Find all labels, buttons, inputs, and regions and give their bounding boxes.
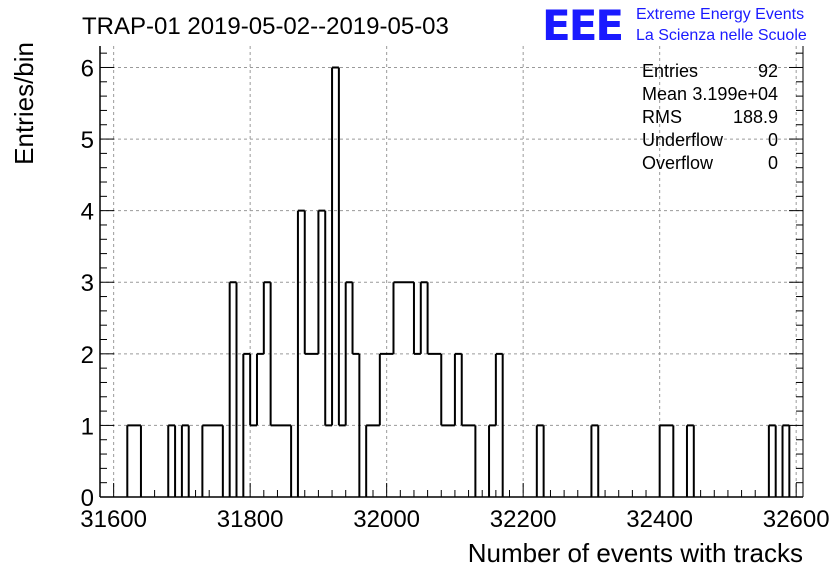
histogram-bin — [428, 354, 435, 497]
stats-label: Overflow — [642, 153, 714, 173]
stats-label: RMS — [642, 107, 682, 127]
axes — [99, 46, 804, 498]
histogram-bin — [298, 211, 305, 497]
eee-logo: EEE Extreme Energy Events La Scienza nel… — [542, 1, 807, 50]
histogram-bin — [462, 425, 469, 497]
x-tick-label: 32200 — [490, 506, 557, 533]
histogram-bin — [769, 425, 776, 497]
histogram-bin — [380, 354, 387, 497]
x-axis-label: Number of events with tracks — [468, 538, 803, 568]
histogram-bin — [339, 425, 346, 497]
histogram-bin — [346, 282, 353, 497]
stats-value: 3.199e+04 — [692, 84, 778, 104]
y-tick-label: 5 — [81, 127, 94, 154]
histogram-bin — [277, 425, 284, 497]
histogram-bin — [660, 425, 667, 497]
y-tick-label: 4 — [81, 199, 94, 226]
histogram-bin — [312, 354, 319, 497]
histogram-bin — [421, 282, 428, 497]
x-tick-label: 31600 — [80, 506, 147, 533]
histogram-bin — [414, 354, 421, 497]
y-tick-label: 2 — [81, 342, 94, 369]
stats-label: Mean — [642, 84, 687, 104]
histogram-bin — [284, 425, 291, 497]
y-tick-label: 3 — [81, 270, 94, 297]
histogram-bin — [325, 425, 332, 497]
y-tick-label: 1 — [81, 413, 94, 440]
x-tick-label: 31800 — [217, 506, 284, 533]
histogram-bin — [250, 425, 257, 497]
histogram-bin — [182, 425, 189, 497]
histogram-series — [126, 66, 791, 497]
stats-box: Entries 92 Mean 3.199e+04 RMS 188.9 Underflow 0… — [642, 61, 778, 173]
histogram-bin — [687, 425, 694, 497]
histogram-bin — [353, 354, 360, 497]
histogram-bin — [387, 354, 394, 497]
stats-value: 92 — [758, 61, 778, 81]
histogram-bin — [393, 282, 400, 497]
histogram-bin — [489, 425, 496, 497]
histogram-bin — [400, 282, 407, 497]
stats-label: Entries — [642, 61, 698, 81]
eee-logo-line1: Extreme Energy Events — [636, 6, 804, 23]
histogram-bin — [366, 425, 373, 497]
x-tick-label: 32400 — [626, 506, 693, 533]
x-tick-label: 32000 — [353, 506, 420, 533]
x-tick-label: 32600 — [763, 506, 830, 533]
chart-title: TRAP-01 2019-05-02--2019-05-03 — [82, 13, 449, 40]
histogram-bin — [666, 425, 673, 497]
histogram-bin — [209, 425, 216, 497]
histogram-bin — [168, 425, 175, 497]
histogram-bin — [216, 425, 223, 497]
histogram-bin — [407, 282, 414, 497]
histogram-bin — [257, 354, 264, 497]
histogram-bin — [264, 282, 271, 497]
stats-label: Underflow — [642, 130, 724, 150]
histogram-bin — [230, 282, 237, 497]
histogram-bin — [134, 425, 141, 497]
histogram-bin — [305, 354, 312, 497]
stats-value: 0 — [768, 153, 778, 173]
stats-value: 188.9 — [733, 107, 778, 127]
eee-logo-mark: EEE — [542, 1, 622, 50]
y-axis-label: Entries/bin — [9, 42, 39, 165]
histogram-bin — [243, 354, 250, 497]
histogram-bin — [469, 425, 476, 497]
eee-logo-line2: La Scienza nelle Scuole — [636, 27, 807, 44]
histogram-bin — [271, 425, 278, 497]
histogram-outline — [126, 66, 791, 497]
histogram-bin — [441, 425, 448, 497]
histogram-bin — [455, 354, 462, 497]
tick-labels: 31600 31800 32000 32200 32400 32600 0 1 2 3 4 5 6 — [80, 55, 829, 533]
histogram-bin — [537, 425, 544, 497]
y-tick-label: 0 — [81, 485, 94, 512]
histogram-bin — [591, 425, 598, 497]
histogram-bin — [496, 354, 503, 497]
histogram-bin — [202, 425, 209, 497]
histogram-bin — [434, 354, 441, 497]
histogram-bin — [318, 211, 325, 497]
histogram-bin — [783, 425, 790, 497]
histogram-bin — [332, 67, 339, 497]
y-tick-label: 6 — [81, 55, 94, 82]
histogram-bin — [448, 425, 455, 497]
histogram-bin — [127, 425, 134, 497]
histogram-bin — [373, 425, 380, 497]
stats-value: 0 — [768, 130, 778, 150]
